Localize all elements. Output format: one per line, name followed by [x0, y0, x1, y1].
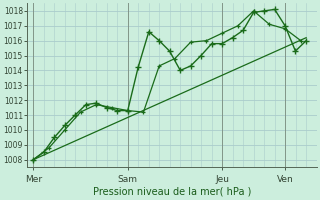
X-axis label: Pression niveau de la mer( hPa ): Pression niveau de la mer( hPa )	[92, 187, 251, 197]
